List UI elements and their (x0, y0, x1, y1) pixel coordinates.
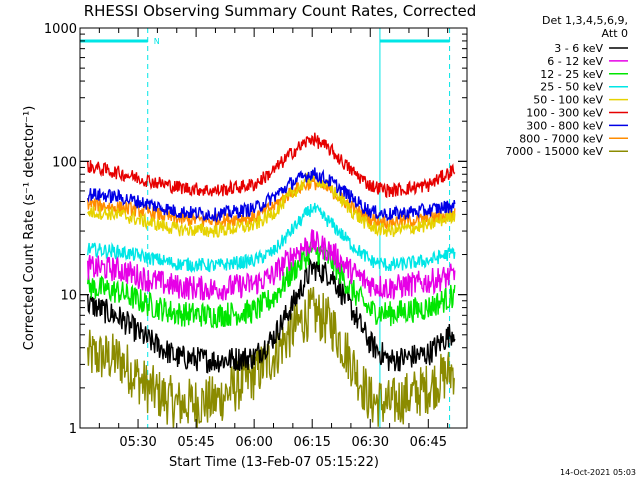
x-tick-label: 06:30 (352, 435, 389, 450)
series-line-7000-15000-kev (87, 286, 455, 429)
x-tick-label: 06:00 (235, 435, 272, 450)
legend-label: 50 - 100 keV (533, 94, 603, 107)
legend-label: 6 - 12 keV (547, 55, 603, 68)
series-line-50-100-kev (87, 169, 456, 239)
chart-title: RHESSI Observing Summary Count Rates, Co… (84, 2, 477, 20)
x-tick-label: 06:15 (293, 435, 330, 450)
x-tick-label: 05:30 (119, 435, 156, 450)
series-line-800-7000-kev (87, 176, 456, 230)
x-axis: 05:30 05:45 06:00 06:15 06:30 06:45 (98, 28, 449, 450)
legend-label: 25 - 50 keV (540, 81, 603, 94)
y-tick-label: 100 (52, 155, 77, 170)
x-axis-label: Start Time (13-Feb-07 05:15:22) (169, 455, 379, 470)
x-tick-label: 06:45 (410, 435, 447, 450)
legend-label: 7000 - 15000 keV (505, 145, 603, 158)
y-axis-label: Corrected Count Rate (s⁻¹ detector⁻¹) (22, 106, 37, 351)
series-line-6-12-kev (87, 229, 456, 301)
legend-label: 3 - 6 keV (554, 42, 603, 55)
series-line-25-50-kev (87, 202, 456, 274)
legend-label: 800 - 7000 keV (519, 132, 603, 145)
x-tick-label: 05:45 (177, 435, 214, 450)
legend-label: 12 - 25 keV (540, 68, 603, 81)
legend-label: 300 - 800 keV (526, 119, 603, 132)
series-line-100-300-kev (87, 132, 456, 199)
legend-label: 100 - 300 keV (526, 107, 603, 120)
series-line-3-6-kev (87, 257, 456, 374)
series-line-300-800-kev (87, 167, 456, 223)
y-axis: 1 10 100 1000 (44, 22, 467, 437)
series-line-12-25-kev (87, 238, 456, 329)
legend-header-detectors: Det 1,3,4,5,6,9, (542, 14, 628, 27)
plot-area: N (80, 28, 456, 429)
generation-timestamp: 14-Oct-2021 05:03 (560, 468, 636, 477)
y-tick-label: 1 (69, 422, 77, 437)
y-tick-label: 10 (60, 289, 77, 304)
night-marker-label: N (154, 37, 160, 46)
y-tick-label: 1000 (44, 22, 77, 37)
legend-header-attenuator: Att 0 (602, 27, 628, 40)
